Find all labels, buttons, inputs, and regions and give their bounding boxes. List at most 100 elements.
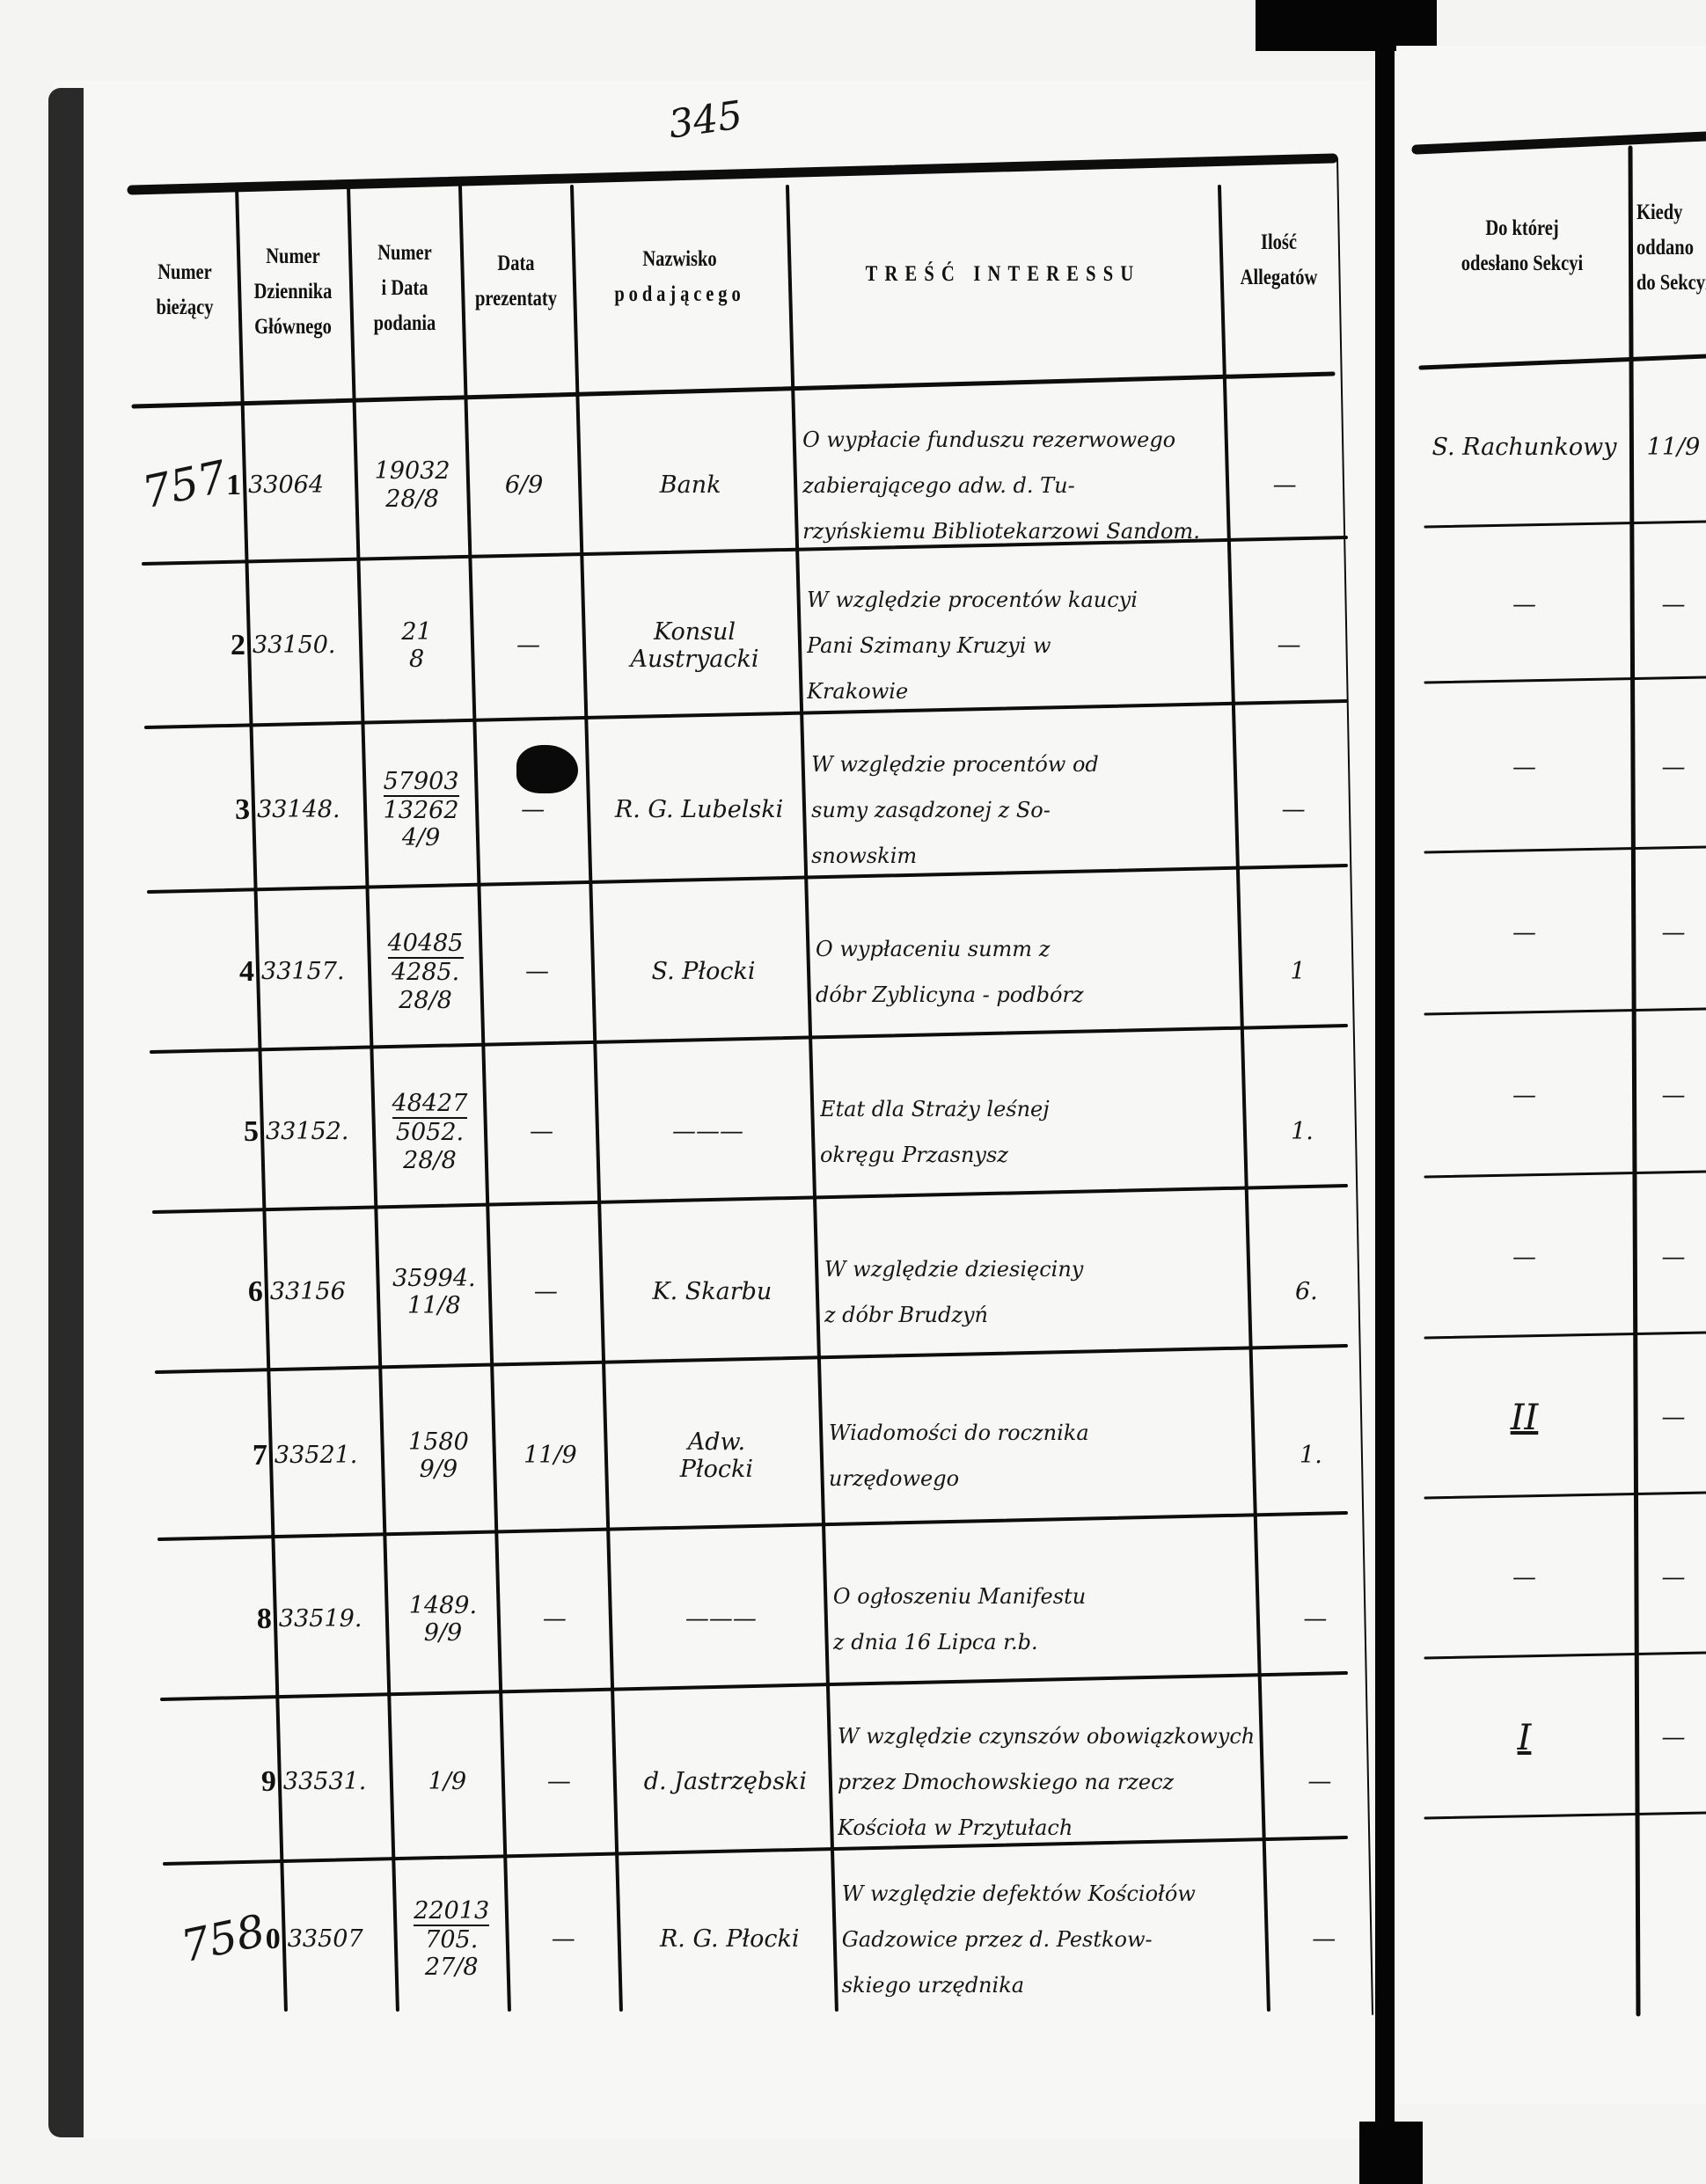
nazwisko-cell: R. G. Lubelski: [594, 727, 804, 892]
numer-i-data-value: 5052.: [395, 1119, 465, 1147]
numer-i-data-cell: 40485 4285. 28/8: [370, 892, 481, 1052]
header-line: Numer: [266, 245, 320, 268]
header-line: Nazwisko: [642, 247, 717, 271]
header-line: Allegatów: [1240, 266, 1318, 289]
numer-dziennika-cell: 33521.: [275, 1372, 383, 1539]
numer-biezacy-cell: 3: [88, 727, 250, 892]
sekcja-value: S. Rachunkowy: [1431, 433, 1617, 461]
right-row-rule: [1424, 1651, 1706, 1660]
data-prezentaty-value: 11/9: [524, 1442, 577, 1470]
ilosc-allegatow-cell: 1.: [1245, 1052, 1359, 1212]
ilosc-allegatow-cell: —: [1258, 1539, 1373, 1699]
sekcja-value: I: [1517, 1718, 1532, 1758]
header-line: i Data: [381, 276, 428, 300]
sekcja-value: —: [1512, 753, 1536, 781]
header-kiedy-oddano: Kiedy oddano do Sekcyi: [1636, 195, 1706, 301]
tresc-line: okręgu Przasnysz: [819, 1143, 1008, 1167]
kiedy-value: —: [1661, 753, 1686, 781]
numer-i-data-cell: 21 8: [361, 564, 472, 727]
header-line: podania: [373, 311, 436, 335]
row-number: 3: [235, 793, 251, 826]
numer-biezacy-cell: 9: [88, 1699, 276, 1864]
tresc-line: zabierającego adw. d. Tu-: [802, 472, 1075, 498]
column-rule: [458, 185, 511, 2012]
column-rule: [570, 185, 623, 2012]
ilosc-allegatow-cell: —: [1263, 1699, 1377, 1864]
data-prezentaty-cell: —: [477, 727, 589, 892]
ilosc-allegatow-value: 1.: [1300, 1442, 1322, 1470]
numer-i-data-value: 1489.: [408, 1591, 478, 1619]
tresc-interessu-cell: O wypłacie funduszu rezerwowego zabierają…: [802, 406, 1227, 564]
tresc-line: sumy zasądzonej z So-: [811, 797, 1051, 822]
tresc-interessu-cell: O ogłoszeniu Manifestu z dnia 16 Lipca r.…: [833, 1539, 1258, 1699]
numer-i-data-value: 28/8: [385, 485, 439, 513]
sekcja-cell: S. Rachunkowy: [1421, 368, 1628, 527]
numer-dziennika-value: 33064: [248, 471, 325, 499]
row-number: 6: [247, 1275, 263, 1308]
sekcja-cell: —: [1421, 1014, 1628, 1177]
nazwisko-cell: d. Jastrzębski: [620, 1699, 831, 1864]
ilosc-allegatow-value: —: [1307, 1767, 1332, 1795]
column-rule: [235, 185, 288, 2012]
tresc-line: Etat dla Straży leśnej: [819, 1097, 1050, 1121]
numer-biezacy-cell: 4: [88, 892, 254, 1052]
header-numer-dziennika: Numer Dziennika Głównego: [247, 239, 338, 345]
row-rule: [152, 1184, 1348, 1214]
right-page: [1396, 46, 1706, 2104]
kiedy-cell: —: [1641, 1177, 1706, 1338]
numer-biezacy-cell: 758 0: [88, 1864, 281, 2014]
row-number: 1: [226, 468, 242, 501]
nazwisko-value: Bank: [659, 471, 721, 499]
right-column-rule: [1628, 145, 1641, 2017]
numer-dziennika-value: 33150.: [253, 632, 336, 660]
kiedy-value: —: [1661, 1724, 1686, 1752]
numer-dziennika-cell: 33156: [270, 1212, 378, 1372]
nazwisko-cell: Adw. Płocki: [611, 1372, 822, 1539]
tresc-line: rzyńskiemu Bibliotekarzowi Sandom.: [802, 518, 1200, 544]
ilosc-allegatow-value: 6.: [1294, 1278, 1318, 1306]
right-row-rule: [1424, 845, 1706, 854]
nazwisko-cell: ———: [616, 1539, 826, 1699]
nazwisko-value: R. G. Płocki: [659, 1925, 800, 1953]
kiedy-cell: —: [1641, 852, 1706, 1014]
tresc-line: Kościoła w Przytułach: [837, 1815, 1073, 1840]
numer-biezacy-cell: 757 1: [88, 406, 242, 564]
kiedy-value: —: [1661, 1243, 1686, 1271]
row-number: 2: [231, 629, 246, 661]
sekcja-cell: —: [1421, 683, 1628, 852]
numer-i-data-value: 48427: [392, 1090, 468, 1120]
left-page: [53, 81, 1373, 2139]
page-edge-rule: [1336, 157, 1373, 2015]
column-rule: [347, 185, 399, 2012]
right-header-top-rule: [1411, 131, 1706, 155]
numer-i-data-value: 1580: [408, 1428, 469, 1456]
tresc-line: snowskim: [811, 843, 918, 868]
header-bottom-rule: [131, 371, 1336, 409]
ilosc-allegatow-cell: 1.: [1254, 1372, 1368, 1539]
ilosc-allegatow-cell: —: [1236, 727, 1351, 892]
ilosc-allegatow-cell: —: [1232, 564, 1346, 727]
header-line: Kiedy: [1636, 201, 1683, 224]
tresc-line: dóbr Zyblicyna - podbórz: [816, 982, 1084, 1007]
ilosc-allegatow-cell: —: [1227, 406, 1342, 564]
row-rule: [157, 1511, 1348, 1541]
numer-i-data-value: 21: [401, 617, 432, 646]
ilosc-allegatow-value: —: [1312, 1925, 1336, 1953]
row-rule: [150, 1024, 1348, 1054]
right-row-rule: [1424, 676, 1706, 684]
numer-dziennika-value: 33521.: [274, 1442, 358, 1470]
kiedy-value: —: [1661, 919, 1686, 947]
right-row-rule: [1424, 1331, 1706, 1340]
numer-dziennika-value: 33507: [287, 1925, 363, 1953]
ilosc-allegatow-cell: 6.: [1249, 1212, 1364, 1372]
header-line: odesłano Sekcyi: [1461, 252, 1584, 275]
sekcja-cell: —: [1421, 1498, 1628, 1658]
data-prezentaty-value: —: [516, 632, 541, 660]
data-prezentaty-value: —: [551, 1925, 575, 1953]
kiedy-cell: —: [1641, 1338, 1706, 1498]
numer-dziennika-cell: 33507: [288, 1864, 396, 2014]
data-prezentaty-cell: —: [472, 564, 584, 727]
numer-biezacy-cell: 2: [88, 564, 245, 727]
row-number: 5: [243, 1115, 259, 1148]
